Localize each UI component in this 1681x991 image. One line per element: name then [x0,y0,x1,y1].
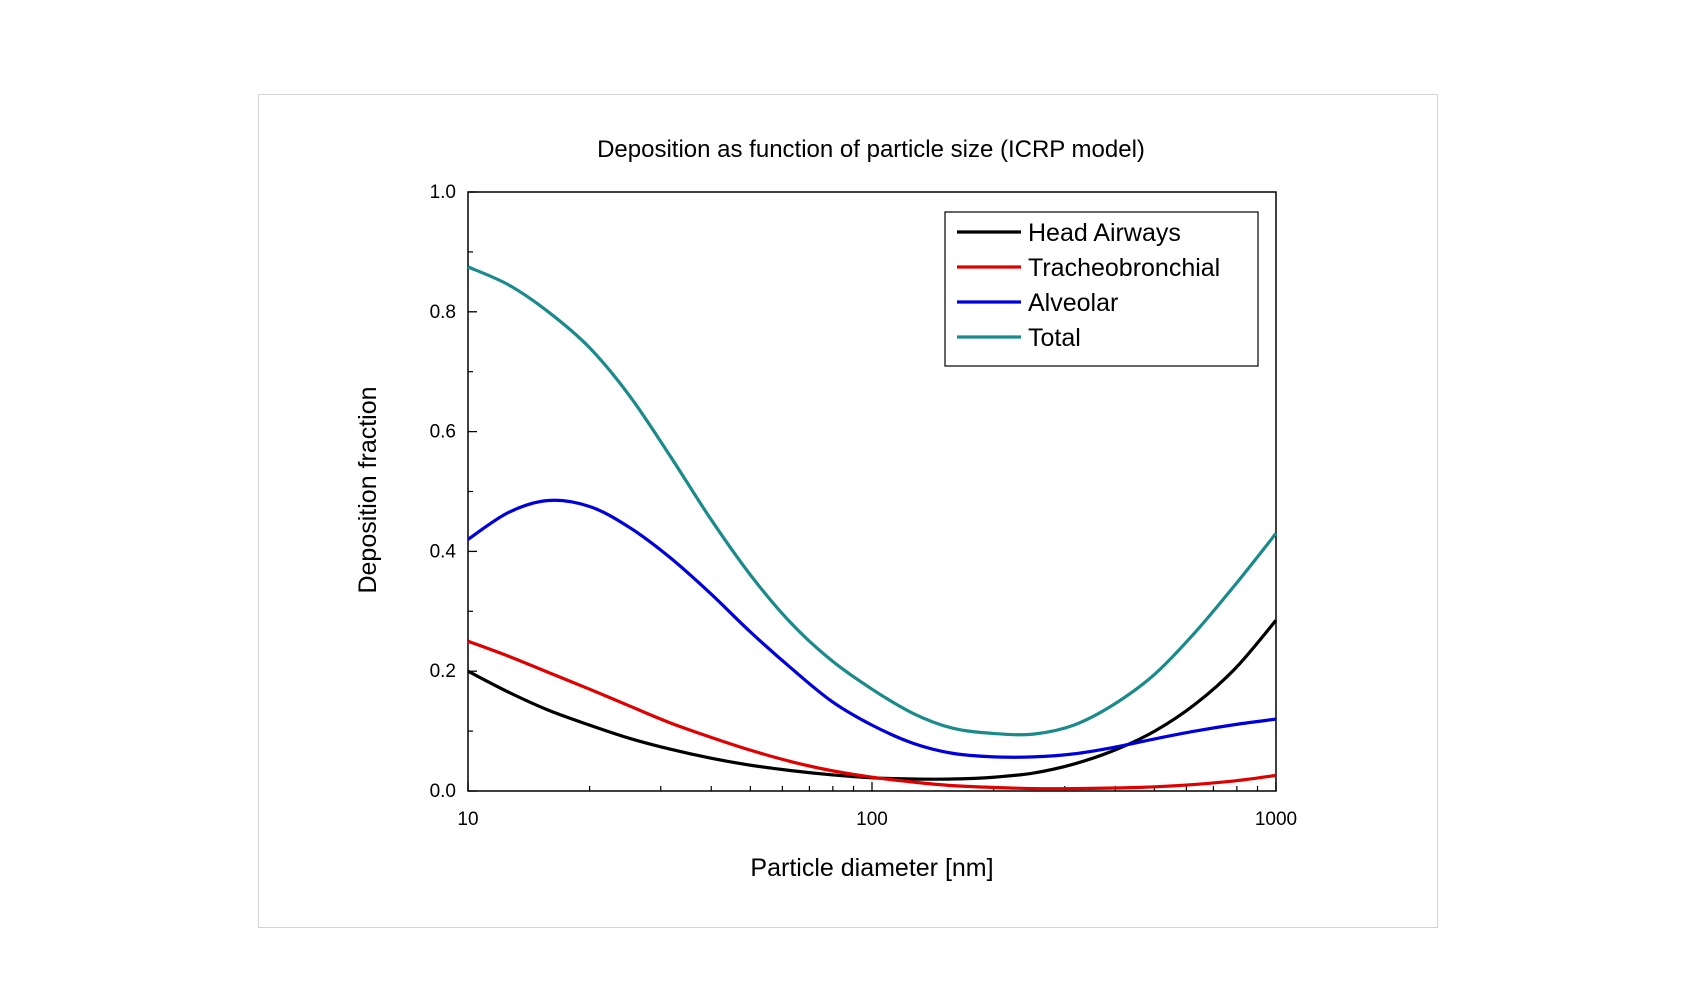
legend-label: Alveolar [1028,289,1118,317]
legend-label: Head Airways [1028,219,1181,247]
x-axis-label: Particle diameter [nm] [750,854,993,882]
chart-svg: Deposition as function of particle size … [354,136,1297,882]
legend-label: Total [1028,324,1081,352]
legend-label: Tracheobronchial [1028,254,1220,282]
y-tick-label: 0.6 [430,422,456,443]
x-tick-label: 10 [457,809,478,830]
y-axis-label: Deposition fraction [354,386,382,593]
chart-frame: Deposition as function of particle size … [258,94,1438,928]
series-line-total [467,265,1278,737]
y-tick-label: 1.0 [430,182,456,203]
y-tick-label: 0.0 [430,781,456,802]
y-tick-label: 0.2 [430,661,456,682]
x-tick-label: 1000 [1255,809,1297,830]
series-line-head-airways [467,619,1278,781]
series-line-tracheobronchial [467,639,1277,791]
x-tick-label: 100 [856,809,888,830]
y-tick-label: 0.4 [430,541,457,562]
legend: Head Airways Tracheobronchial Alveolar Tota… [944,211,1259,367]
series-line-alveolar [467,498,1277,759]
legend-box [944,211,1259,367]
y-tick-label: 0.8 [430,302,456,323]
chart-title: Deposition as function of particle size … [597,136,1145,163]
